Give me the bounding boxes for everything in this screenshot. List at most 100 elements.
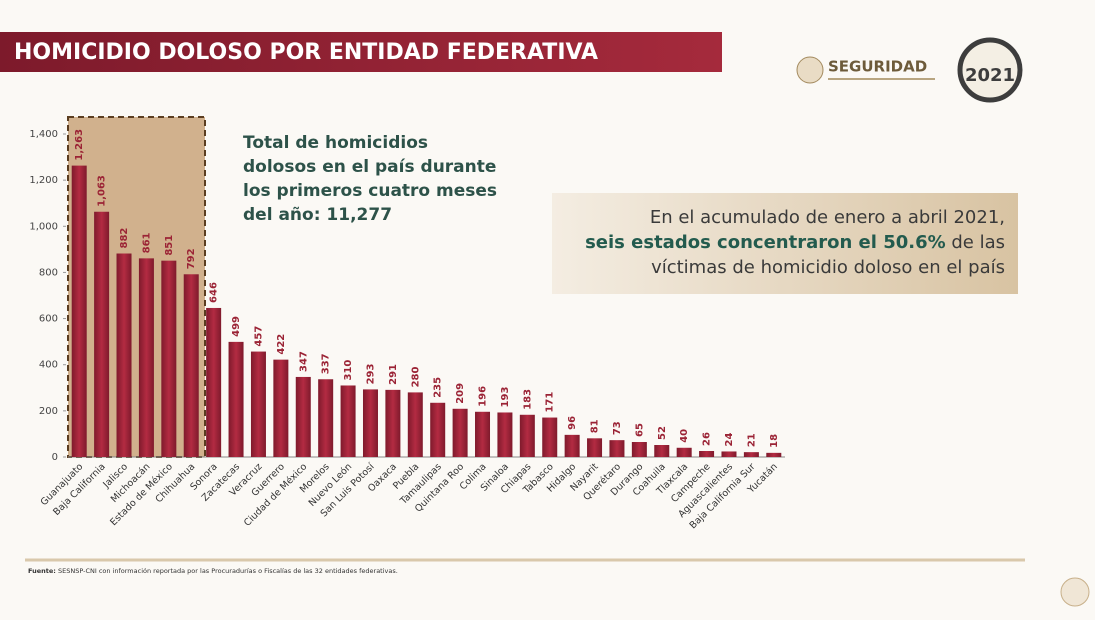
total-line: del año: 11,277 (243, 205, 392, 225)
bar (161, 260, 177, 457)
y-tick-label: 400 (39, 360, 58, 371)
bar (116, 253, 132, 457)
bar (609, 440, 625, 457)
callout-rest: de las (946, 232, 1005, 253)
value-label: 347 (298, 351, 309, 372)
logo-year: 2021 (965, 65, 1015, 86)
value-label: 96 (567, 416, 578, 430)
value-label: 337 (321, 353, 332, 374)
total-text: Total de homicidios dolosos en el país du… (243, 133, 497, 225)
callout-line: seis estados concentraron el 50.6% de la… (585, 232, 1005, 253)
value-label: 310 (343, 360, 354, 381)
bar (228, 341, 244, 457)
bar (94, 211, 110, 457)
value-label: 52 (657, 426, 668, 440)
y-tick-label: 800 (39, 267, 58, 278)
callout-bold: seis estados concentraron el 50.6% (585, 232, 946, 253)
bar (519, 414, 535, 457)
bar (475, 411, 491, 457)
value-label: 193 (500, 387, 511, 408)
value-label: 40 (679, 429, 690, 443)
value-label: 422 (276, 334, 287, 355)
total-line: dolosos en el país durante (243, 157, 496, 177)
total-line-text: dolosos en el país durante (243, 157, 496, 177)
footer-seal (1060, 577, 1090, 607)
bar (430, 402, 446, 457)
value-label: 861 (141, 232, 152, 253)
value-label: 1,263 (74, 129, 85, 161)
value-label: 280 (410, 366, 421, 387)
value-label: 792 (186, 248, 197, 269)
value-label: 1,063 (97, 175, 108, 207)
value-label: 18 (769, 434, 780, 448)
value-label: 171 (545, 392, 556, 413)
bar (385, 389, 401, 457)
y-tick-label: 0 (52, 452, 58, 463)
bar (295, 376, 311, 457)
bar (721, 451, 737, 457)
value-label: 24 (724, 433, 735, 447)
callout-line: En el acumulado de enero a abril 2021, (650, 207, 1005, 228)
total-line-text: Total de homicidios (243, 133, 428, 153)
source: Fuente: SESNSP-CNI con información repor… (28, 567, 398, 575)
bar (654, 445, 670, 457)
total-line: Total de homicidios (243, 133, 428, 153)
title-bar (0, 32, 722, 72)
y-tick-label: 1,000 (29, 221, 58, 232)
callout-line: víctimas de homicidio doloso en el país (651, 257, 1005, 278)
value-label: 81 (590, 419, 601, 433)
logo-year-seal (957, 37, 1023, 103)
logo-seal (796, 56, 824, 84)
bar (497, 412, 513, 457)
bar (743, 452, 759, 457)
value-label: 291 (388, 364, 399, 385)
source-text: SESNSP-CNI con información reportada por… (56, 567, 398, 575)
value-label: 209 (455, 383, 466, 404)
total-value: 11,277 (326, 205, 392, 225)
total-line: los primeros cuatro meses (243, 181, 497, 201)
value-label: 73 (612, 421, 623, 435)
bar (699, 451, 715, 457)
value-label: 21 (746, 433, 757, 447)
bar (273, 359, 289, 457)
logo-text: SEGURIDAD (828, 58, 927, 76)
total-line-text: del año: (243, 205, 326, 225)
value-label: 65 (634, 423, 645, 437)
bar (631, 442, 647, 457)
bar (766, 452, 782, 457)
callout: En el acumulado de enero a abril 2021, s… (585, 207, 1005, 278)
value-label: 882 (119, 228, 130, 249)
bar (587, 438, 603, 457)
bar (676, 447, 692, 457)
source-label: Fuente: (28, 567, 56, 575)
bar (318, 379, 334, 457)
y-tick-label: 1,400 (29, 129, 58, 140)
bar (407, 392, 423, 457)
value-label: 499 (231, 316, 242, 337)
bar (452, 408, 468, 457)
bar (206, 307, 222, 457)
bar (542, 417, 558, 457)
bar (138, 258, 154, 457)
value-label: 293 (365, 363, 376, 384)
bar (340, 385, 356, 457)
bar (250, 351, 266, 457)
title: HOMICIDIO DOLOSO POR ENTIDAD FEDERATIVA (14, 40, 598, 65)
value-label: 851 (164, 235, 175, 256)
bar (71, 165, 87, 458)
highlight-box (67, 116, 206, 458)
bar (362, 389, 378, 457)
value-label: 183 (522, 389, 533, 410)
bar (564, 434, 580, 457)
bar (183, 274, 199, 457)
y-tick-label: 600 (39, 314, 58, 325)
y-tick-label: 200 (39, 406, 58, 417)
callout-box (552, 193, 1018, 294)
value-label: 235 (433, 377, 444, 398)
y-tick-label: 1,200 (29, 175, 58, 186)
value-label: 646 (209, 282, 220, 303)
value-label: 457 (253, 326, 264, 347)
total-line-text: los primeros cuatro meses (243, 181, 497, 201)
value-label: 26 (702, 432, 713, 446)
